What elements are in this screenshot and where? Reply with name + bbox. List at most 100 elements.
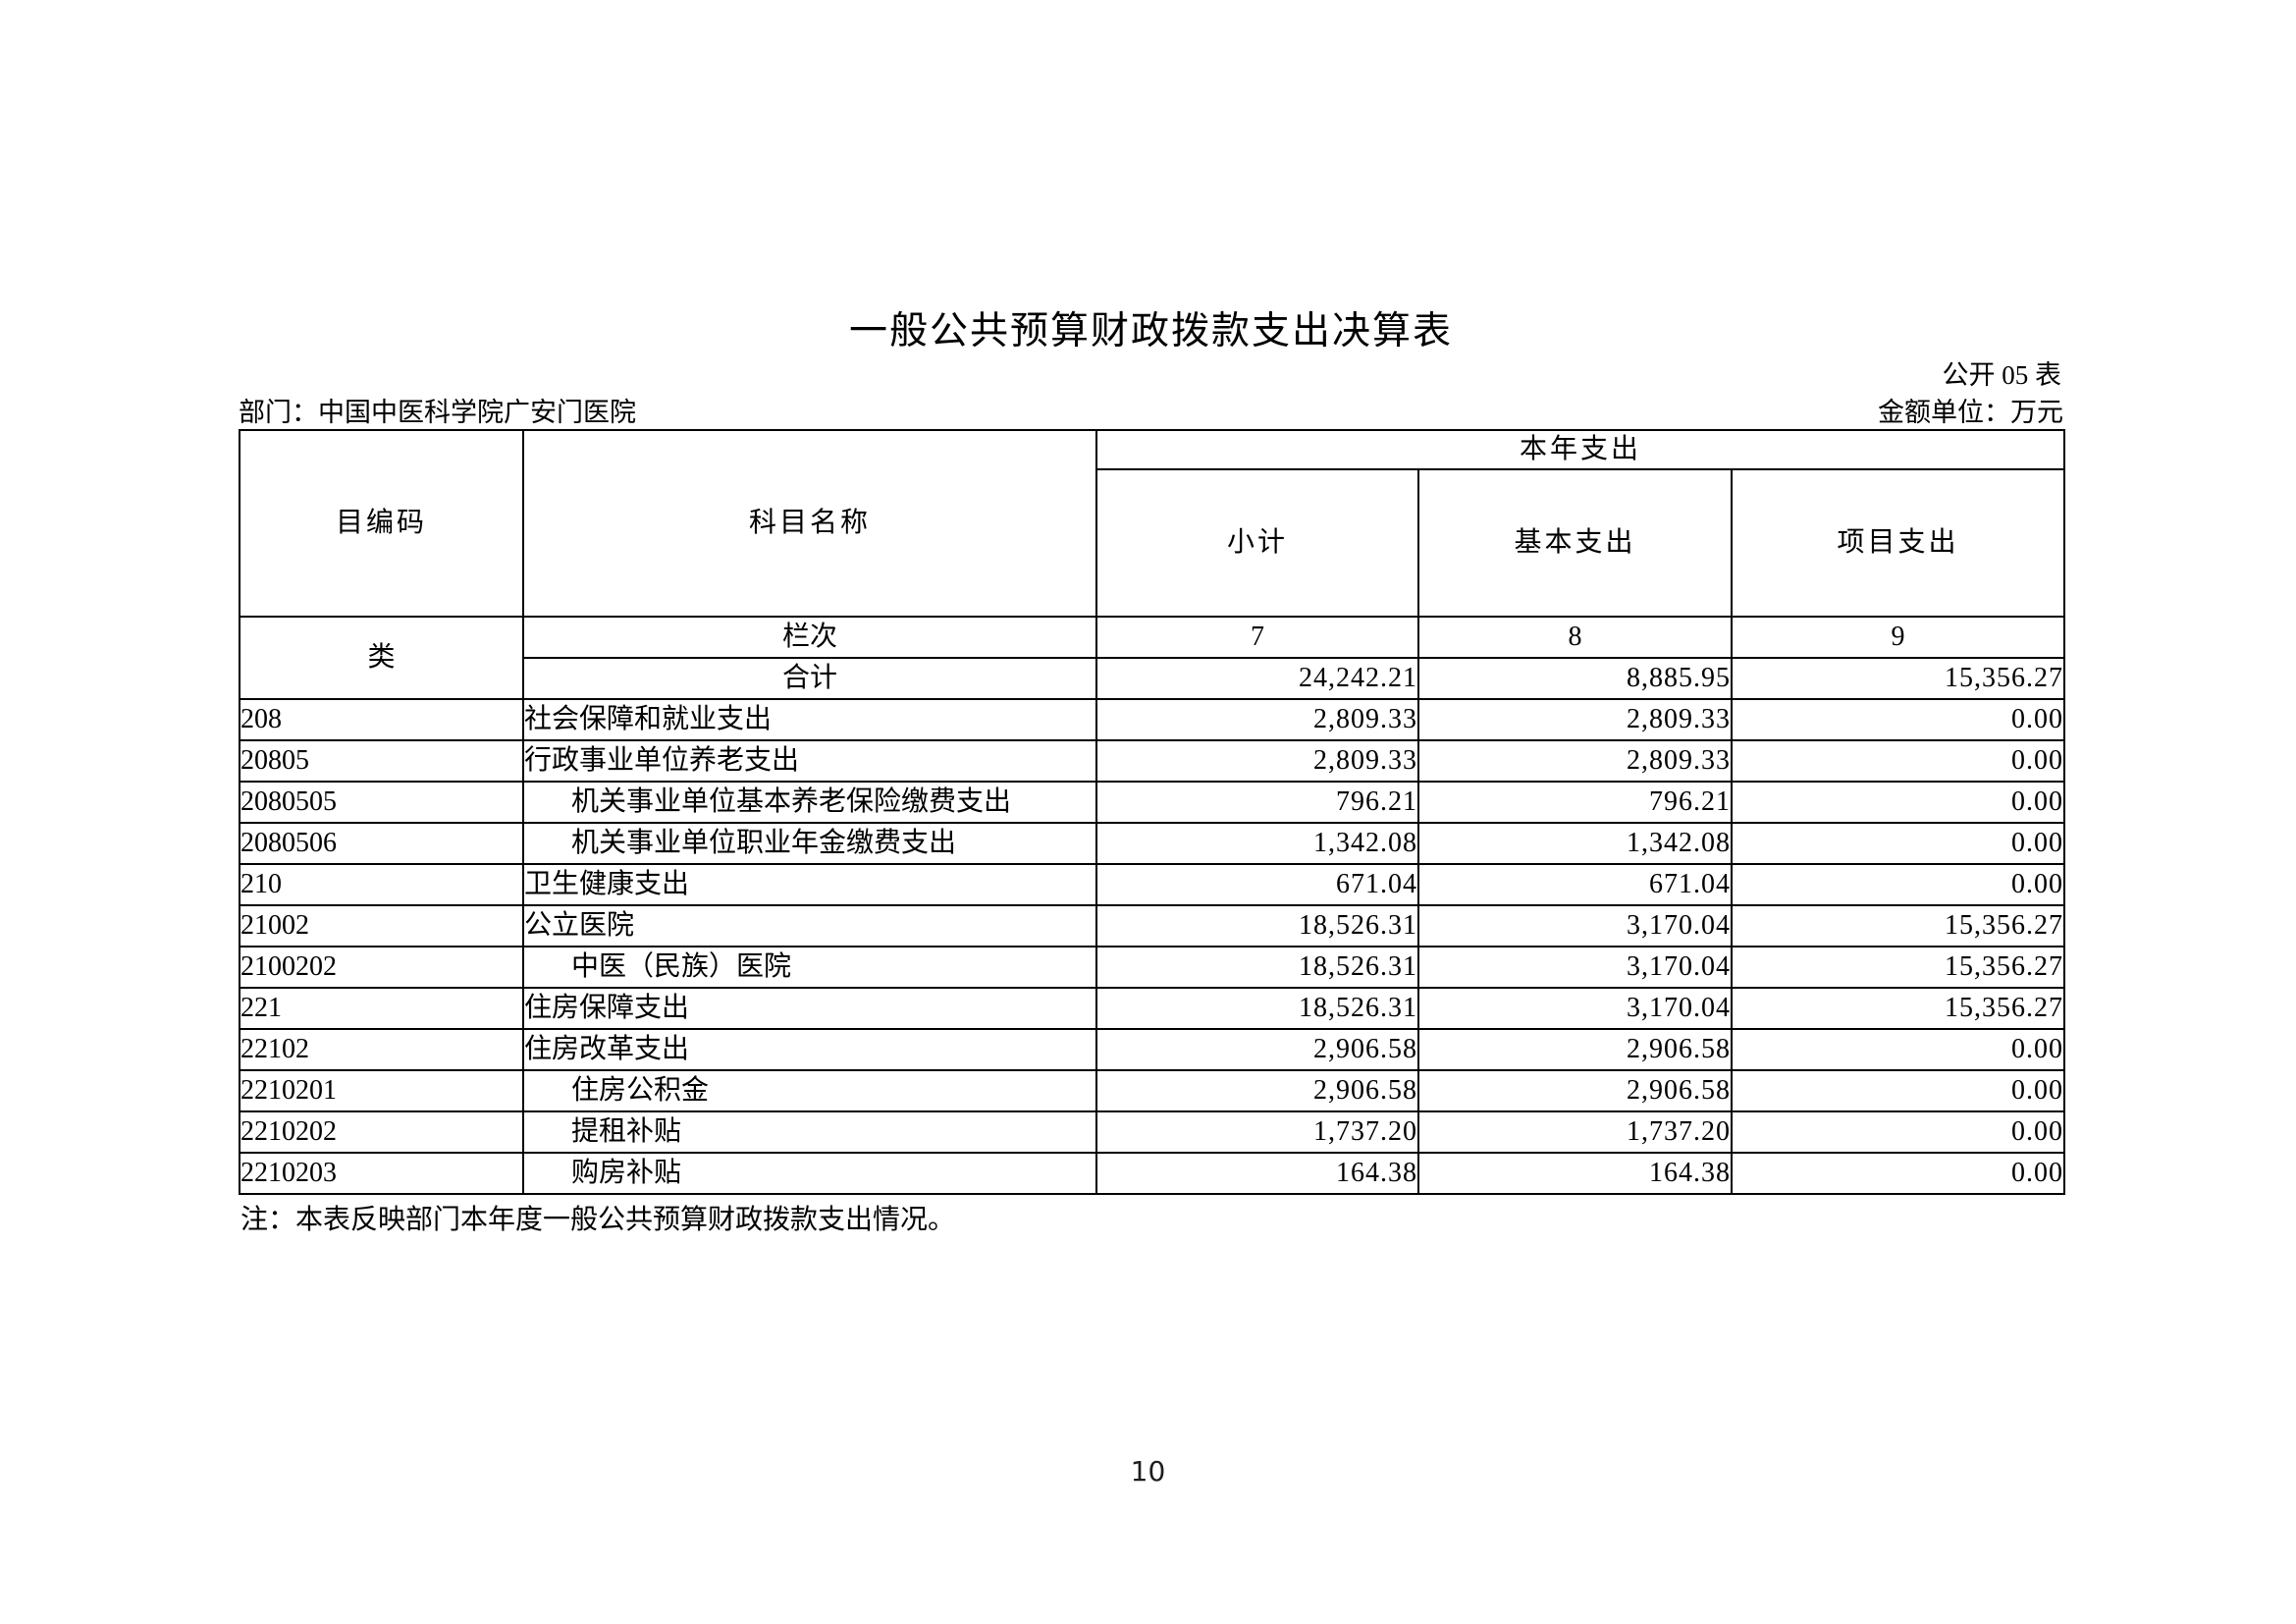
table-row: 20805 行政事业单位养老支出 2,809.33 2,809.33 0.00 [239, 739, 2066, 783]
table-row: 208 社会保障和就业支出 2,809.33 2,809.33 0.00 [239, 698, 2066, 741]
row-basic: 2,906.58 [1417, 1069, 1733, 1112]
row-project: 0.00 [1730, 1069, 2066, 1112]
row-basic: 2,809.33 [1417, 739, 1733, 783]
row-subject-name: 机关事业单位基本养老保险缴费支出 [522, 781, 1097, 824]
row-project: 15,356.27 [1730, 904, 2066, 947]
row-code: 2210203 [239, 1152, 524, 1195]
row-subject-name: 中医（民族）医院 [522, 946, 1097, 989]
header-current-year-expenditure: 本年支出 [1095, 429, 2066, 470]
column-number-8: 8 [1417, 616, 1733, 659]
column-number-9: 9 [1730, 616, 2066, 659]
row-subject-name: 住房保障支出 [522, 987, 1097, 1030]
header-row-group: 目编码 科目名称 本年支出 [239, 429, 2066, 618]
row-basic: 164.38 [1417, 1152, 1733, 1195]
row-basic: 2,809.33 [1417, 698, 1733, 741]
header-code-column: 目编码 [239, 429, 524, 618]
table-row: 2210203 购房补贴 164.38 164.38 0.00 [239, 1152, 2066, 1195]
expenditure-table: 目编码 科目名称 本年支出 小计 基本支出 项目支出 类 栏次 7 8 9 [239, 429, 2066, 1195]
header-subtotal-column: 小计 [1095, 468, 1419, 618]
row-subject-name: 机关事业单位职业年金缴费支出 [522, 822, 1097, 865]
row-project: 0.00 [1730, 739, 2066, 783]
table-row: 2080506 机关事业单位职业年金缴费支出 1,342.08 1,342.08… [239, 822, 2066, 865]
row-code: 22102 [239, 1028, 524, 1071]
row-code: 2080505 [239, 781, 524, 824]
total-subtotal-value: 24,242.21 [1095, 657, 1419, 700]
department-label: 部门：中国中医科学院广安门医院 [239, 398, 636, 427]
header-row-sub: 小计 基本支出 项目支出 [240, 468, 2066, 618]
row-subtotal: 18,526.31 [1095, 987, 1419, 1030]
row-subject-name: 购房补贴 [522, 1152, 1097, 1195]
row-basic: 1,737.20 [1417, 1110, 1733, 1154]
row-subject-name: 提租补贴 [522, 1110, 1097, 1154]
unit-label: 金额单位：万元 [1878, 398, 2063, 427]
page-title: 一般公共预算财政拨款支出决算表 [848, 310, 1453, 352]
row-basic: 3,170.04 [1417, 904, 1733, 947]
row-basic: 2,906.58 [1417, 1028, 1733, 1071]
row-project: 0.00 [1730, 822, 2066, 865]
document-content: 一般公共预算财政拨款支出决算表 公开 05 表 部门：中国中医科学院广安门医院 … [239, 0, 2066, 1624]
column-number-7: 7 [1095, 616, 1419, 659]
row-project: 0.00 [1730, 1028, 2066, 1071]
row-subtotal: 2,809.33 [1095, 698, 1419, 741]
row-code: 21002 [239, 904, 524, 947]
row-subtotal: 18,526.31 [1095, 946, 1419, 989]
row-code: 2210202 [239, 1110, 524, 1154]
total-basic-value: 8,885.95 [1417, 657, 1733, 700]
row-subtotal: 1,737.20 [1095, 1110, 1419, 1154]
row-code: 208 [239, 698, 524, 741]
row-basic: 3,170.04 [1417, 946, 1733, 989]
table-row: 21002 公立医院 18,526.31 3,170.04 15,356.27 [239, 904, 2066, 947]
row-project: 0.00 [1730, 1152, 2066, 1195]
column-index-row: 类 栏次 7 8 9 [239, 616, 2066, 700]
table-row: 2210202 提租补贴 1,737.20 1,737.20 0.00 [239, 1110, 2066, 1154]
row-project: 15,356.27 [1730, 987, 2066, 1030]
row-project: 0.00 [1730, 781, 2066, 824]
row-basic: 3,170.04 [1417, 987, 1733, 1030]
row-subtotal: 164.38 [1095, 1152, 1419, 1195]
row-code: 210 [239, 863, 524, 906]
total-label: 合计 [522, 657, 1097, 700]
row-project: 0.00 [1730, 1110, 2066, 1154]
table-row: 2080505 机关事业单位基本养老保险缴费支出 796.21 796.21 0… [239, 781, 2066, 824]
row-subtotal: 2,906.58 [1095, 1028, 1419, 1071]
total-row: 合计 24,242.21 8,885.95 15,356.27 [240, 657, 2066, 700]
header-subject-column: 科目名称 [522, 429, 1097, 618]
row-code: 221 [239, 987, 524, 1030]
header-basic-expenditure-column: 基本支出 [1417, 468, 1733, 618]
row-subject-name: 卫生健康支出 [522, 863, 1097, 906]
footnote: 注：本表反映部门本年度一般公共预算财政拨款支出情况。 [240, 1205, 956, 1235]
header-project-expenditure-column: 项目支出 [1730, 468, 2066, 618]
row-subject-name: 社会保障和就业支出 [522, 698, 1097, 741]
row-subject-name: 住房改革支出 [522, 1028, 1097, 1071]
row-code: 2100202 [239, 946, 524, 989]
row-subject-name: 行政事业单位养老支出 [522, 739, 1097, 783]
row-subtotal: 1,342.08 [1095, 822, 1419, 865]
row-project: 15,356.27 [1730, 946, 2066, 989]
row-project: 0.00 [1730, 698, 2066, 741]
row-code: 20805 [239, 739, 524, 783]
column-index-label: 栏次 [522, 616, 1097, 659]
row-subject-name: 公立医院 [522, 904, 1097, 947]
page-number: 10 [1130, 1455, 1166, 1488]
row-subtotal: 796.21 [1095, 781, 1419, 824]
row-subtotal: 671.04 [1095, 863, 1419, 906]
table-row: 210 卫生健康支出 671.04 671.04 0.00 [239, 863, 2066, 906]
row-basic: 671.04 [1417, 863, 1733, 906]
row-basic: 796.21 [1417, 781, 1733, 824]
meta-row: 部门：中国中医科学院广安门医院 金额单位：万元 [239, 391, 2063, 429]
table-code-label: 公开 05 表 [1942, 360, 2062, 390]
table-row: 22102 住房改革支出 2,906.58 2,906.58 0.00 [239, 1028, 2066, 1071]
table-row: 2210201 住房公积金 2,906.58 2,906.58 0.00 [239, 1069, 2066, 1112]
class-level-cell: 类 [239, 616, 524, 700]
row-subtotal: 18,526.31 [1095, 904, 1419, 947]
row-subject-name: 住房公积金 [522, 1069, 1097, 1112]
row-project: 0.00 [1730, 863, 2066, 906]
total-project-value: 15,356.27 [1730, 657, 2066, 700]
row-code: 2210201 [239, 1069, 524, 1112]
row-subtotal: 2,906.58 [1095, 1069, 1419, 1112]
table-row: 2100202 中医（民族）医院 18,526.31 3,170.04 15,3… [239, 946, 2066, 989]
row-code: 2080506 [239, 822, 524, 865]
row-basic: 1,342.08 [1417, 822, 1733, 865]
row-subtotal: 2,809.33 [1095, 739, 1419, 783]
